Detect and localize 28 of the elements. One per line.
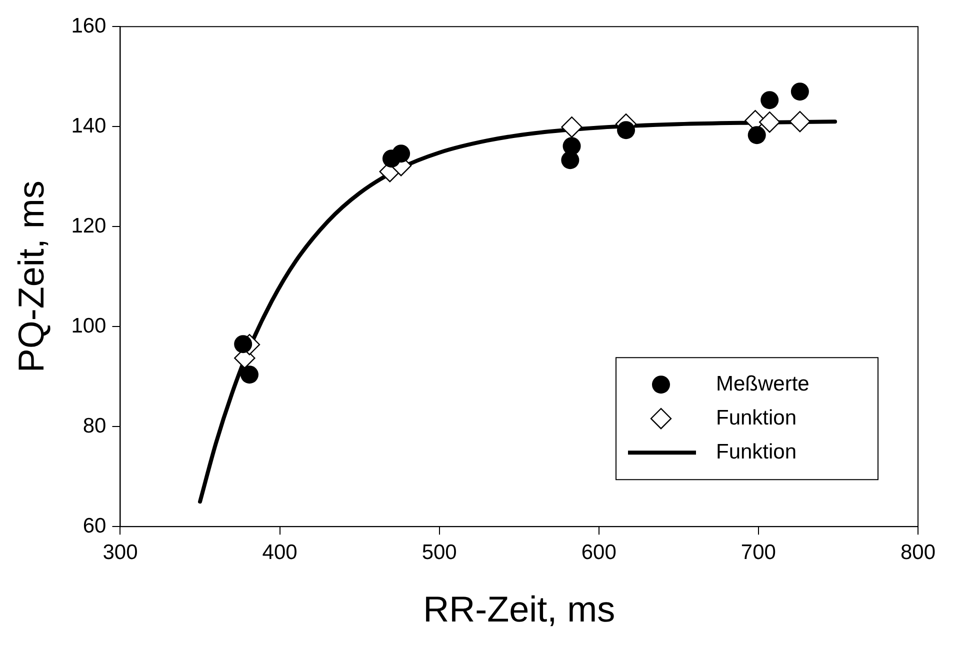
point — [617, 121, 636, 140]
y-axis-title: PQ-Zeit, ms — [10, 180, 52, 373]
y-tick-label: 60 — [82, 514, 106, 538]
point — [561, 151, 580, 170]
point — [561, 116, 582, 138]
point — [759, 112, 780, 133]
point — [234, 335, 252, 354]
x-axis-title: RR-Zeit, ms — [423, 588, 616, 630]
y-tick-label: 140 — [71, 114, 106, 138]
point — [790, 82, 809, 101]
x-tick-label: 800 — [900, 540, 936, 564]
point — [760, 91, 779, 110]
x-tick-label: 500 — [422, 540, 457, 564]
y-tick-label: 100 — [71, 314, 106, 338]
point — [392, 144, 410, 163]
x-tick-label: 300 — [102, 540, 138, 564]
legend-label: Funktion — [716, 440, 797, 464]
legend-label: Funktion — [716, 406, 797, 430]
y-tick-label: 160 — [71, 14, 106, 38]
point — [748, 126, 766, 144]
y-tick-label: 80 — [82, 414, 106, 438]
x-tick-label: 400 — [262, 540, 298, 564]
point — [789, 111, 811, 132]
point — [240, 366, 258, 384]
x-tick-label: 600 — [581, 540, 616, 564]
y-tick-label: 120 — [71, 214, 106, 238]
x-tick-label: 700 — [740, 540, 776, 564]
legend-label: Meßwerte — [716, 372, 810, 396]
